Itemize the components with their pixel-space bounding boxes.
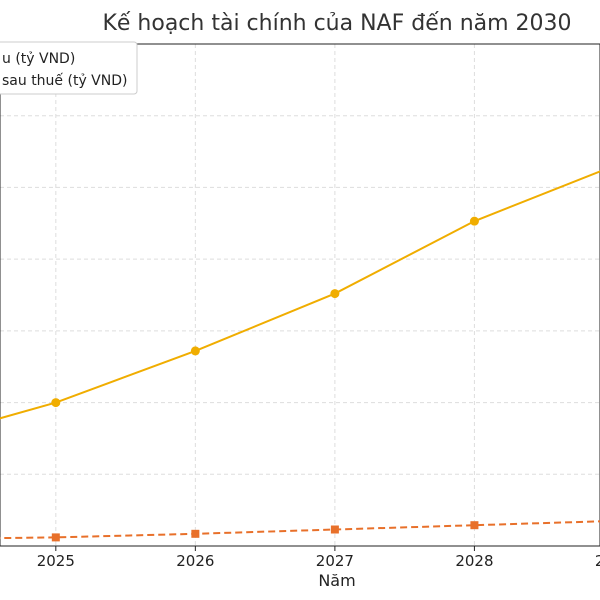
- data-point-1-2025: [51, 533, 60, 542]
- data-point-0-2027: [330, 289, 340, 299]
- data-point-1-2028: [470, 521, 479, 530]
- data-point-0-2025: [51, 398, 61, 408]
- data-point-0-2026: [190, 346, 200, 356]
- x-tick-label-2028: 2028: [455, 552, 493, 570]
- legend-entry-revenue: u (tỷ VND): [2, 51, 75, 67]
- x-tick-label-2029: 2029: [595, 552, 600, 570]
- data-point-1-2027: [330, 525, 339, 534]
- data-point-1-2026: [191, 529, 200, 538]
- series-line-0: [0, 170, 600, 420]
- series-layer: [0, 170, 600, 542]
- legend: u (tỷ VND) sau thuế (tỷ VND): [0, 41, 138, 95]
- x-axis-title: Năm: [318, 571, 355, 590]
- chart-title: Kế hoạch tài chính của NAF đến năm 2030: [102, 11, 571, 36]
- x-tick-label-2026: 2026: [176, 552, 214, 570]
- legend-entry-profit: sau thuế (tỷ VND): [2, 72, 127, 89]
- plot-frame: [0, 43, 600, 547]
- series-line-1: [0, 520, 600, 540]
- data-point-0-2028: [469, 216, 479, 226]
- gridlines: [0, 44, 600, 547]
- x-tick-label-2027: 2027: [316, 552, 354, 570]
- x-tick-labels: 2025 2026 2027 2028 2029: [37, 546, 600, 570]
- x-tick-label-2025: 2025: [37, 552, 75, 570]
- legend-box: [0, 41, 138, 95]
